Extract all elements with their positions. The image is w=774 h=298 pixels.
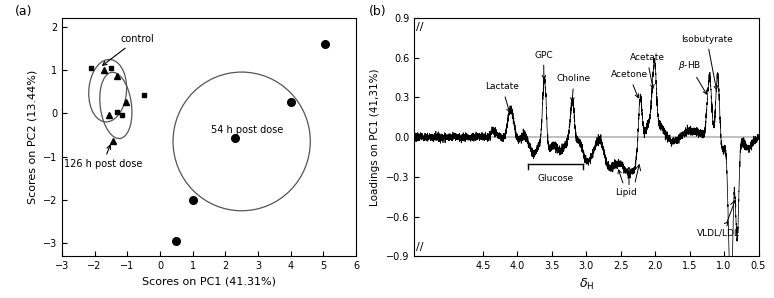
Text: $\beta$-HB: $\beta$-HB bbox=[678, 59, 707, 94]
Text: (a): (a) bbox=[15, 5, 33, 18]
Text: //: // bbox=[416, 242, 423, 252]
Text: Acetone: Acetone bbox=[611, 71, 648, 98]
Y-axis label: Loadings on PC1 (41,31%): Loadings on PC1 (41,31%) bbox=[370, 68, 380, 206]
X-axis label: Scores on PC1 (41.31%): Scores on PC1 (41.31%) bbox=[142, 277, 276, 287]
Text: (b): (b) bbox=[369, 5, 387, 18]
Text: VLDL/LDL: VLDL/LDL bbox=[697, 222, 740, 237]
Text: control: control bbox=[103, 34, 155, 65]
Text: Glucose: Glucose bbox=[537, 174, 574, 183]
Text: Lipid: Lipid bbox=[615, 170, 637, 197]
Text: Acetate: Acetate bbox=[629, 53, 664, 88]
Y-axis label: Scores on PC2 (13.44%): Scores on PC2 (13.44%) bbox=[27, 70, 37, 204]
X-axis label: $\delta_{\mathrm{H}}$: $\delta_{\mathrm{H}}$ bbox=[579, 277, 594, 292]
Text: 54 h post dose: 54 h post dose bbox=[211, 125, 283, 135]
Text: Isobutyrate: Isobutyrate bbox=[681, 35, 733, 90]
Text: //: // bbox=[416, 22, 423, 32]
Text: GPC: GPC bbox=[534, 51, 553, 79]
Text: Lactate: Lactate bbox=[485, 83, 519, 112]
Text: 126 h post dose: 126 h post dose bbox=[63, 145, 142, 170]
Text: Choline: Choline bbox=[557, 74, 591, 101]
